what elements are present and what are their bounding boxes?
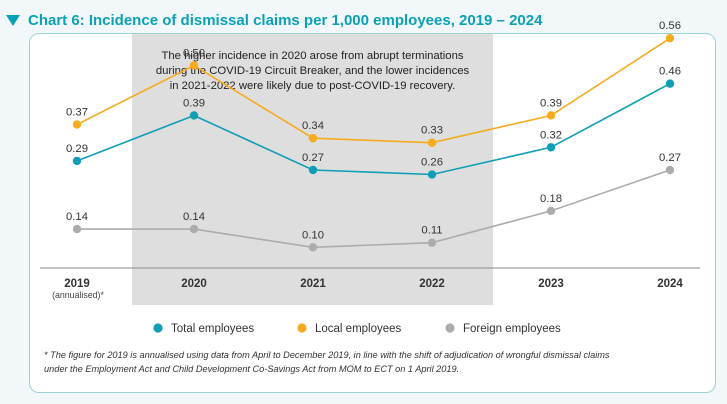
data-label-total-2024: 0.46 [659, 66, 681, 78]
data-label-local-2021: 0.34 [302, 120, 324, 132]
legend-foreign-marker [445, 323, 455, 333]
point-foreign-2024 [665, 165, 675, 175]
data-label-local-2023: 0.39 [540, 97, 562, 109]
data-label-local-2024: 0.56 [659, 20, 681, 32]
legend-total-marker [153, 323, 163, 333]
series-line-total [76, 82, 671, 176]
annotation-line-1: The higher incidence in 2020 arose from … [161, 50, 463, 62]
series-line-local [76, 37, 671, 144]
point-foreign-2019 [72, 224, 82, 234]
point-local-2022 [427, 138, 437, 147]
data-label-total-2020: 0.39 [183, 97, 205, 109]
point-local-2020 [189, 61, 199, 70]
point-foreign-2021 [308, 243, 318, 252]
data-label-foreign-2022: 0.11 [421, 225, 442, 237]
legend-foreign-label: Foreign employees [463, 323, 561, 335]
legend-local-label: Local employees [315, 323, 402, 335]
x-tick-sublabel-2019: (annualised)* [52, 290, 104, 300]
point-total-2021 [308, 165, 318, 175]
data-label-foreign-2023: 0.18 [540, 193, 562, 205]
data-label-foreign-2024: 0.27 [659, 152, 681, 164]
point-total-2024 [665, 79, 675, 88]
chart-title-row: Chart 6: Incidence of dismissal claims p… [6, 8, 721, 32]
point-local-2023 [546, 111, 556, 120]
data-label-total-2023: 0.32 [540, 129, 562, 141]
data-label-local-2020: 0.50 [183, 47, 205, 59]
footnote: * The figure for 2019 is annualised usin… [44, 348, 709, 376]
series-line-foreign [77, 169, 671, 249]
point-local-2024 [665, 33, 675, 43]
data-label-local-2022: 0.33 [421, 125, 443, 137]
data-label-foreign-2019: 0.14 [66, 211, 88, 223]
point-total-2019 [72, 156, 82, 166]
annotation-line-3: in 2021-2022 were likely due to post-COV… [170, 80, 456, 92]
data-label-total-2022: 0.26 [421, 157, 443, 169]
x-tick-label-2024: 2024 [657, 278, 683, 290]
footnote-line-1: * The figure for 2019 is annualised usin… [44, 350, 610, 360]
point-foreign-2023 [546, 206, 556, 216]
triangle-down-icon [6, 14, 20, 26]
x-tick-label-2021: 2021 [300, 278, 326, 290]
point-foreign-2022 [427, 238, 437, 247]
chart-title: Chart 6: Incidence of dismissal claims p… [28, 11, 543, 29]
point-foreign-2020 [189, 224, 199, 234]
point-total-2020 [189, 111, 199, 120]
legend-total-label: Total employees [171, 323, 254, 335]
data-label-local-2019: 0.37 [66, 107, 88, 119]
data-label-total-2021: 0.27 [302, 152, 324, 164]
point-total-2022 [427, 170, 437, 179]
footnote-line-2: under the Employment Act and Child Devel… [44, 364, 460, 374]
point-local-2021 [308, 133, 318, 143]
point-local-2019 [72, 120, 82, 129]
annotation-line-2: during the COVID-19 Circuit Breaker, and… [156, 65, 470, 77]
x-tick-label-2023: 2023 [538, 278, 564, 290]
data-label-foreign-2021: 0.10 [302, 229, 324, 241]
legend-local-marker [297, 323, 307, 333]
x-tick-label-2019: 2019 [64, 278, 90, 290]
x-tick-label-2022: 2022 [419, 278, 445, 290]
x-tick-label-2020: 2020 [181, 278, 207, 290]
point-total-2023 [546, 143, 556, 152]
data-label-foreign-2020: 0.14 [183, 211, 205, 223]
data-label-total-2019: 0.29 [66, 143, 88, 155]
